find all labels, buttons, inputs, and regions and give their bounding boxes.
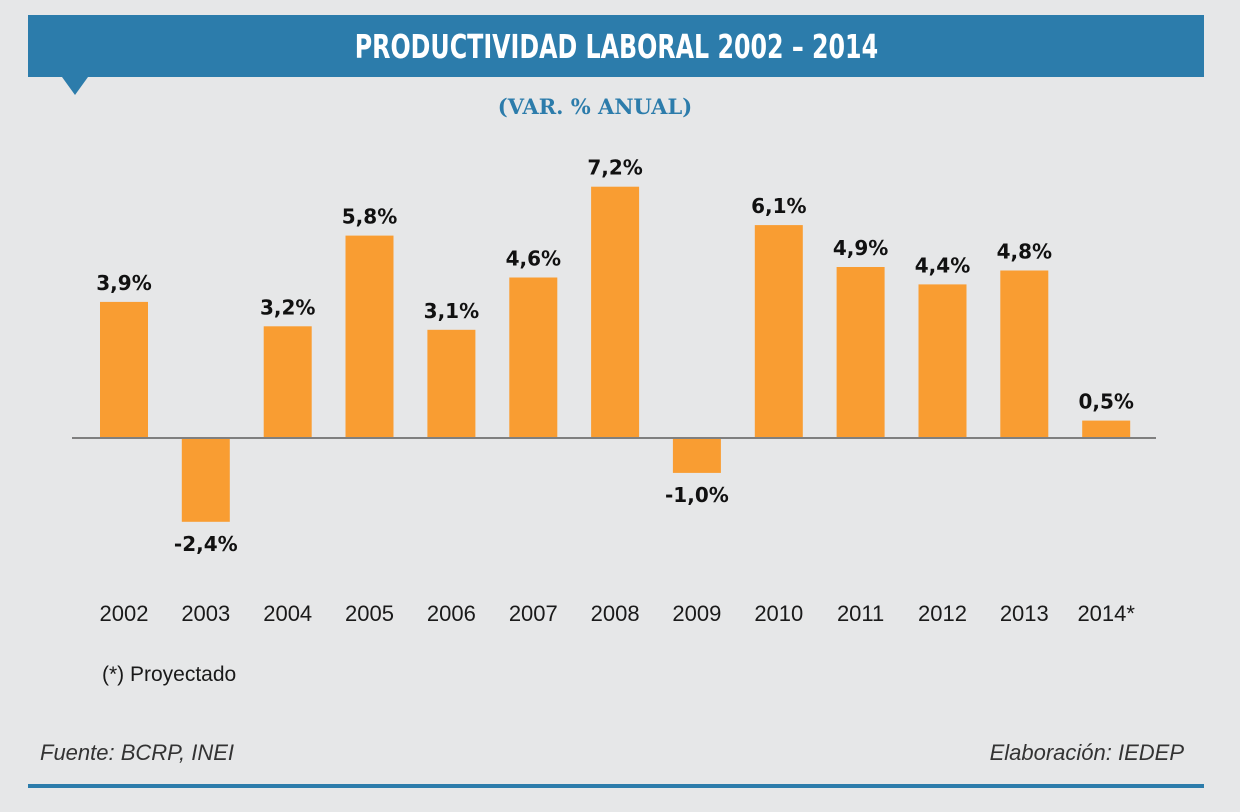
bar-2009 [672, 438, 721, 473]
category-label-2009: 2009 [672, 601, 721, 626]
value-label-2010: 6,1% [751, 194, 806, 218]
banner-pointer [62, 77, 88, 95]
value-label-2009: -1,0% [665, 483, 729, 507]
category-label-2002: 2002 [100, 601, 149, 626]
bar-2008 [591, 186, 640, 438]
value-label-2013: 4,8% [997, 240, 1052, 264]
bar-2007 [509, 277, 558, 438]
category-label-2007: 2007 [509, 601, 558, 626]
category-label-2008: 2008 [591, 601, 640, 626]
value-label-2005: 5,8% [342, 205, 397, 229]
bar-2002 [100, 301, 148, 438]
value-label-2014: 0,5% [1078, 390, 1133, 414]
category-label-2006: 2006 [427, 601, 476, 626]
category-label-2014: 2014* [1077, 601, 1135, 626]
title-banner: PRODUCTIVIDAD LABORAL 2002 – 2014 [28, 15, 1204, 77]
source-credit: Fuente: BCRP, INEI [40, 740, 235, 765]
bar-2013 [1000, 270, 1049, 438]
value-label-2011: 4,9% [833, 236, 888, 260]
bar-2011 [836, 267, 885, 438]
category-label-2010: 2010 [754, 601, 803, 626]
category-label-2013: 2013 [1000, 601, 1049, 626]
category-label-2003: 2003 [181, 601, 230, 626]
category-label-2012: 2012 [918, 601, 967, 626]
category-label-2004: 2004 [263, 601, 312, 626]
elaboration-credit: Elaboración: IEDEP [989, 740, 1184, 765]
bottom-divider [28, 784, 1204, 788]
bar-2004 [263, 326, 312, 438]
bar-2014 [1082, 420, 1131, 438]
bar-2003 [181, 438, 230, 522]
value-label-2007: 4,6% [506, 247, 561, 271]
value-label-2008: 7,2% [587, 156, 642, 180]
bar-2012 [918, 284, 967, 438]
value-label-2006: 3,1% [424, 299, 479, 323]
projection-note: (*) Proyectado [102, 663, 237, 686]
bar-2005 [345, 235, 394, 438]
bar-2010 [754, 225, 803, 438]
chart-title: PRODUCTIVIDAD LABORAL 2002 – 2014 [354, 26, 878, 66]
value-label-2003: -2,4% [174, 532, 238, 556]
bar-2006 [427, 329, 476, 438]
value-label-2002: 3,9% [96, 271, 151, 295]
value-label-2004: 3,2% [260, 295, 315, 319]
value-label-2012: 4,4% [915, 253, 970, 277]
category-label-2011: 2011 [837, 601, 884, 626]
category-label-2005: 2005 [345, 601, 394, 626]
chart-subtitle: (VAR. % ANUAL) [497, 94, 693, 119]
